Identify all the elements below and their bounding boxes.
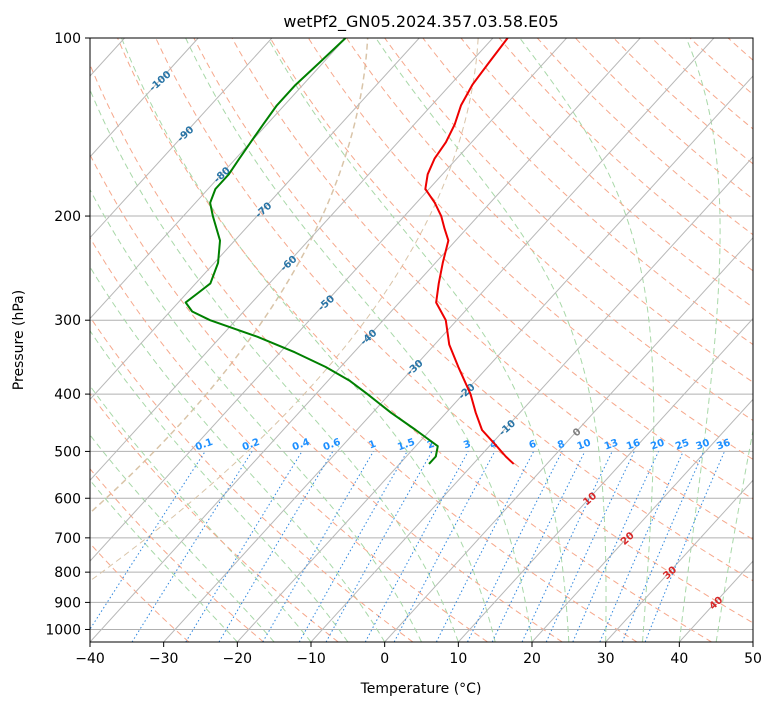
moist-adiabat xyxy=(519,38,655,642)
mixing-ratio-line xyxy=(467,451,563,642)
dry-adiabat xyxy=(90,468,264,642)
tan-arcs xyxy=(90,38,479,582)
dry-adiabat xyxy=(90,236,488,642)
x-tick-label: −10 xyxy=(296,651,326,667)
moist-adiabat xyxy=(90,188,422,642)
mixing-ratio-lines xyxy=(90,451,725,642)
y-tick-label: 700 xyxy=(54,531,81,547)
x-tick-label: 0 xyxy=(380,651,389,667)
isotherm-line xyxy=(90,38,641,642)
mixing-ratio-label: 3 xyxy=(462,439,472,452)
y-axis: 100 200 300 400 500 600 700 800 900 1000 xyxy=(45,31,90,638)
moist-adiabat xyxy=(267,38,570,642)
profile-series xyxy=(184,38,515,465)
dry-adiabat xyxy=(155,38,753,624)
isotherm-line xyxy=(457,317,753,642)
y-tick-label: 200 xyxy=(54,209,81,225)
isotherm-line xyxy=(531,398,753,642)
y-axis-title: Pressure (hPa) xyxy=(11,290,27,390)
tan-arc xyxy=(90,38,369,514)
chart-title: wetPf2_GN05.2024.357.03.58.E05 xyxy=(283,12,558,32)
isotherm-line xyxy=(90,38,567,562)
dry-adiabat xyxy=(117,38,712,642)
isotherm-line xyxy=(90,38,494,482)
mixing-ratio-label: 30 xyxy=(694,438,711,453)
dry-adiabat xyxy=(269,38,753,500)
x-axis: −40 −30 −20 −10 0 10 20 30 40 50 xyxy=(75,642,762,667)
moist-adiabat xyxy=(121,38,496,642)
x-tick-label: 50 xyxy=(744,651,762,667)
y-tick-label: 100 xyxy=(54,31,81,47)
mixing-ratio-line xyxy=(325,451,433,642)
mixing-ratio-label: 13 xyxy=(603,438,620,453)
dry-adiabat xyxy=(90,63,638,642)
moist-adiabat xyxy=(90,88,459,642)
dry-adiabat xyxy=(307,38,753,461)
mixing-ratio-label: 1 xyxy=(367,439,377,452)
mixing-ratio-line xyxy=(185,451,303,642)
mixing-ratio-line xyxy=(364,451,469,642)
y-tick-label: 1000 xyxy=(45,622,81,638)
y-tick-label: 900 xyxy=(54,595,81,611)
isotherm-line xyxy=(163,38,715,642)
tan-arc xyxy=(90,38,479,582)
y-tick-label: 400 xyxy=(54,387,81,403)
x-tick-label: −20 xyxy=(223,651,253,667)
moist-adiabat xyxy=(185,38,533,642)
mixing-ratio-label: 2 xyxy=(426,439,436,452)
x-tick-label: 40 xyxy=(670,651,688,667)
dry-adiabat xyxy=(346,38,753,422)
mixing-ratio-label: 8 xyxy=(556,439,566,452)
plot-area: -100-90-80-70-60-50-40-30-20-10 010203040… xyxy=(90,38,753,642)
mixing-ratio-label: 25 xyxy=(674,438,691,453)
mixing-ratio-line xyxy=(90,451,206,631)
mixing-ratio-line xyxy=(298,451,408,642)
mixing-ratio-label: 6 xyxy=(528,439,538,452)
mixing-ratio-label: 20 xyxy=(649,438,666,453)
isotherm-line xyxy=(310,156,753,642)
isotherm-line xyxy=(90,38,199,158)
moist-adiabat xyxy=(678,38,721,642)
dry-adiabat xyxy=(90,542,190,642)
x-tick-label: 10 xyxy=(449,651,467,667)
moist-adiabat xyxy=(375,38,607,642)
mixing-ratio-line xyxy=(572,451,660,642)
mixing-ratio-line xyxy=(435,451,535,642)
dry-adiabat xyxy=(193,38,753,582)
y-tick-label: 600 xyxy=(54,491,81,507)
dry-adiabat xyxy=(90,153,563,642)
mixing-ratio-label: 16 xyxy=(625,438,642,453)
moist-adiabat xyxy=(90,266,386,642)
moist-adiabat xyxy=(715,428,753,642)
x-tick-label: −40 xyxy=(75,651,105,667)
plot-frame xyxy=(89,37,754,643)
x-axis-title: Temperature (°C) xyxy=(360,681,482,697)
temperature-profile xyxy=(424,38,515,465)
x-tick-label: 20 xyxy=(523,651,541,667)
mixing-ratio-line xyxy=(621,451,705,642)
isotherm-line xyxy=(384,236,753,642)
isotherm-line xyxy=(236,75,753,642)
isotherm-line xyxy=(605,479,753,642)
isotherm-line xyxy=(90,38,420,401)
x-tick-label: −30 xyxy=(149,651,179,667)
mixing-ratio-label: 4 xyxy=(489,439,499,452)
dewpoint-profile xyxy=(184,38,439,465)
moist-adiabat xyxy=(90,329,349,642)
x-tick-label: 30 xyxy=(597,651,615,667)
isotherm-line xyxy=(90,38,273,239)
mixing-ratio-line xyxy=(644,451,725,642)
mixing-ratio-label: 36 xyxy=(715,438,732,453)
mixing-ratio-label: 10 xyxy=(576,438,593,453)
y-tick-label: 300 xyxy=(54,313,81,329)
y-tick-label: 500 xyxy=(54,444,81,460)
y-tick-label: 800 xyxy=(54,565,81,581)
mixing-ratio-line xyxy=(599,451,684,642)
